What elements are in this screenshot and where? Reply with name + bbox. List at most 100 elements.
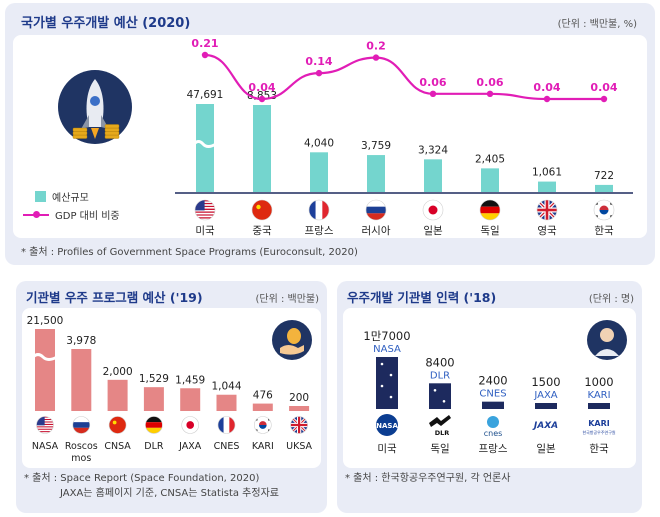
axis-break-mark	[31, 353, 58, 361]
bar-star	[380, 384, 384, 388]
bar-budget-2	[310, 152, 328, 192]
bar-star	[380, 362, 384, 366]
personnel-agency-0: NASA	[373, 344, 401, 355]
agency-budget-label-7: 200	[289, 392, 309, 404]
agency-label-7: UKSA	[286, 441, 312, 452]
flag-ru-icon	[72, 416, 91, 434]
gdp-label-7: 0.04	[590, 81, 617, 94]
bar-budget-label-4: 3,324	[418, 144, 448, 156]
flag-de-icon	[145, 416, 163, 434]
agency-budget-label-2: 2,000	[103, 366, 133, 378]
svg-text:JAXA: JAXA	[532, 421, 558, 431]
gdp-label-1: 0.04	[248, 81, 275, 94]
bar-budget-label-2: 4,040	[304, 137, 334, 149]
agency-logo-nasa-icon: NASA	[376, 414, 398, 436]
panel2-chart-area: 21,500 3,978 2,000 1,529 1,459 1,044 476 200 NAS…	[22, 308, 321, 468]
svg-text:한국항공우주연구원: 한국항공우주연구원	[582, 429, 615, 435]
panel1-source: * 출처 : Profiles of Government Space Prog…	[21, 247, 358, 258]
agency-label-5: CNES	[214, 441, 240, 452]
country-label-0: 미국	[195, 225, 215, 237]
money-hand-icon	[272, 320, 312, 360]
bar-budget-6	[538, 181, 556, 192]
agency-budget-label-5: 1,044	[211, 381, 241, 393]
svg-text:KARI: KARI	[588, 419, 610, 428]
agency-budget-label-1: 3,978	[66, 335, 96, 347]
personnel-label-1: 8400	[425, 355, 454, 369]
country-label-1: 중국	[252, 225, 272, 237]
panel3-source: * 출처 : 한국항공우주연구원, 각 언론사	[345, 473, 511, 484]
agency-label-6: KARI	[252, 441, 274, 452]
country-label-2: 프랑스	[305, 225, 334, 237]
personnel-agency-2: CNES	[479, 389, 506, 400]
gdp-label-5: 0.06	[476, 76, 503, 89]
panel1-title: 국가별 우주개발 예산 (2020)	[21, 16, 191, 31]
gdp-label-0: 0.21	[191, 37, 218, 50]
bar-star	[389, 373, 393, 377]
bar-agency-budget-4	[180, 388, 201, 411]
bar-agency-budget-1	[71, 349, 92, 411]
agency-budget-label-0: 21,500	[27, 315, 64, 327]
bar-personnel-0	[376, 357, 398, 409]
flag-fr-icon	[217, 416, 236, 434]
flag-cn-icon	[251, 199, 273, 221]
panel1-unit: (단위 : 백만불, %)	[557, 19, 637, 30]
bar-agency-budget-6	[252, 403, 273, 411]
flag-us-icon	[36, 416, 54, 434]
agency-logo-cnes-icon: cnes	[484, 416, 503, 438]
flag-jp-icon	[181, 416, 199, 434]
bar-agency-budget-2	[107, 379, 128, 411]
country-label-3: 러시아	[362, 225, 391, 237]
agency-budget-panel: 기관별 우주 프로그램 예산 ('19) (단위 : 백만불) 21,500 3,…	[16, 281, 327, 513]
gdp-point-5	[486, 90, 494, 98]
personnel-label-0: 1만7000	[363, 329, 410, 343]
bar-personnel-4	[588, 403, 610, 409]
bar-budget-label-5: 2,405	[475, 153, 505, 165]
gdp-label-2: 0.14	[305, 55, 332, 68]
agency-logo-jaxa-icon: JAXA	[532, 421, 558, 431]
flag-cn-icon	[108, 416, 127, 434]
gdp-label-6: 0.04	[533, 81, 560, 94]
personnel-country-2: 프랑스	[479, 443, 508, 455]
personnel-country-0: 미국	[377, 443, 397, 455]
agency-budget-label-6: 476	[253, 390, 273, 402]
bar-star	[389, 395, 393, 399]
legend-gdp-swatch	[23, 210, 49, 218]
gdp-point-6	[543, 95, 551, 103]
personnel-label-2: 2400	[478, 374, 507, 388]
rocket-icon	[58, 70, 132, 144]
flag-uk-icon	[290, 416, 308, 434]
bar-personnel-2	[482, 401, 504, 409]
bar-personnel-1	[429, 383, 451, 409]
panel3-chart-area: 1만7000 NASA 8400 DLR 2400 CNES 1500 JAXA 1000 KAR…	[343, 308, 636, 468]
personnel-country-3: 일본	[536, 442, 556, 455]
axis-break-mark	[192, 140, 217, 148]
svg-text:DLR: DLR	[435, 429, 450, 437]
legend-gdp: GDP 대비 비중	[23, 207, 120, 222]
budget-by-country-chart: 47,6918,8534,0403,7593,3242,4051,0617220…	[58, 37, 633, 237]
legend-budget: 예산규모	[35, 189, 89, 204]
bar-budget-label-7: 722	[594, 170, 614, 182]
panel2-title: 기관별 우주 프로그램 예산 ('19)	[26, 290, 203, 305]
bar-budget-3	[367, 155, 385, 192]
bar-budget-label-6: 1,061	[532, 167, 562, 179]
agency-label-3: DLR	[144, 441, 164, 452]
budget-by-country-panel: 국가별 우주개발 예산 (2020) (단위 : 백만불, %) 47,6918…	[5, 3, 655, 265]
bar-agency-budget-7	[289, 406, 310, 411]
svg-text:cnes: cnes	[484, 429, 503, 438]
personnel-agency-3: JAXA	[533, 390, 557, 401]
flag-fr-icon	[308, 199, 330, 221]
country-label-7: 한국	[594, 225, 614, 237]
bar-budget-0	[196, 104, 214, 192]
bar-budget-label-0: 47,691	[187, 89, 224, 101]
agency-personnel-panel: 우주개발 기관별 인력 ('18) (단위 : 명) 1만7000 NASA 840…	[337, 281, 642, 513]
agency-label-1-b: mos	[71, 453, 91, 464]
agency-label-0: NASA	[32, 441, 59, 452]
agency-budget-label-3: 1,529	[139, 373, 169, 385]
panel2-source-line1: * 출처 : Space Report (Space Foundation, 2…	[24, 473, 260, 484]
panel1-chart-area: 47,6918,8534,0403,7593,3242,4051,0617220…	[13, 35, 647, 238]
flag-kr-icon	[254, 416, 272, 434]
bar-budget-5	[481, 168, 499, 192]
panel3-unit: (단위 : 명)	[588, 294, 634, 305]
